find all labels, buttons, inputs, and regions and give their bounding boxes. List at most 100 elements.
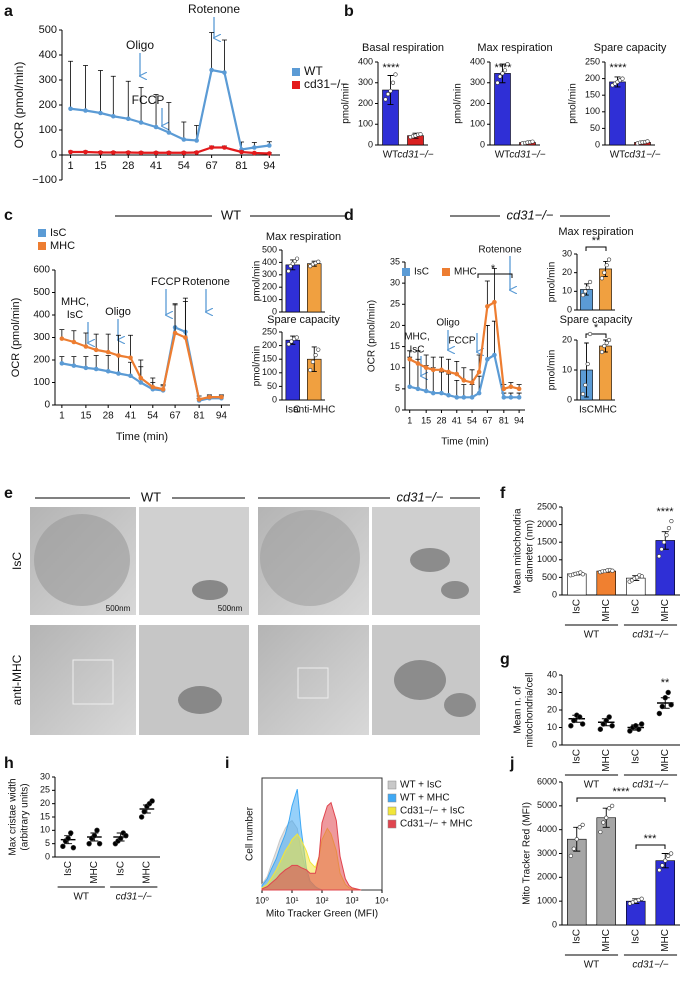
y-tick-label: 300 bbox=[262, 269, 277, 279]
legend-swatch bbox=[387, 780, 397, 790]
data-point bbox=[669, 851, 674, 856]
x-tick-label: 81 bbox=[235, 160, 247, 172]
group-label: cd31−/− bbox=[632, 960, 668, 971]
data-point bbox=[141, 808, 147, 815]
data-point bbox=[502, 68, 508, 73]
y-axis-label: OCR (pmol/min) bbox=[10, 298, 22, 377]
y-tick-label: 50 bbox=[590, 123, 600, 133]
panel-label: d bbox=[344, 207, 354, 224]
data-point bbox=[149, 798, 155, 804]
data-point bbox=[606, 337, 612, 343]
data-point bbox=[660, 863, 665, 868]
data-point bbox=[587, 279, 593, 285]
error-bar bbox=[138, 87, 144, 123]
bar bbox=[599, 345, 612, 401]
error-bar bbox=[181, 121, 187, 140]
error-bar bbox=[115, 334, 121, 356]
y-tick-label: 100 bbox=[39, 124, 57, 136]
data-point bbox=[580, 822, 585, 828]
y-tick-label: 10 bbox=[390, 362, 400, 372]
data-point bbox=[93, 366, 99, 372]
y-tick-label: 5000 bbox=[537, 800, 557, 810]
y-axis-label: OCR (pmol/min) bbox=[12, 62, 26, 149]
data-point bbox=[666, 526, 672, 531]
legend-label: WT + MHC bbox=[400, 793, 450, 804]
data-point bbox=[267, 151, 272, 156]
y-tick-label: 4000 bbox=[537, 824, 557, 834]
data-point bbox=[599, 349, 605, 355]
y-tick-label: 300 bbox=[39, 74, 57, 86]
data-point bbox=[172, 330, 178, 336]
x-tick-label: IsC bbox=[115, 861, 126, 876]
x-tick-label: IsC bbox=[571, 749, 582, 764]
data-point bbox=[461, 378, 467, 383]
y-tick-label: 600 bbox=[33, 265, 50, 276]
x-tick-label: IsC bbox=[63, 861, 74, 876]
data-point bbox=[138, 380, 144, 385]
x-tick-label: cd31−/− bbox=[509, 150, 545, 161]
y-tick-label: 20 bbox=[562, 334, 572, 344]
data-point bbox=[602, 343, 607, 349]
y-tick-label: 300 bbox=[33, 332, 50, 343]
data-point bbox=[508, 384, 514, 390]
x-tick-label: 15 bbox=[80, 411, 92, 422]
data-point bbox=[668, 702, 674, 708]
data-point bbox=[71, 339, 77, 345]
y-tick-label: 40 bbox=[547, 669, 557, 679]
significance: ** bbox=[661, 677, 670, 689]
data-point bbox=[663, 858, 668, 863]
significance: **** bbox=[656, 506, 674, 518]
error-bar bbox=[166, 102, 172, 133]
error-bar bbox=[97, 70, 103, 113]
y-tick-label: 25 bbox=[390, 299, 400, 309]
data-point bbox=[407, 384, 413, 390]
legend-label: MHC bbox=[50, 240, 75, 252]
error-bar bbox=[446, 373, 452, 396]
error-bar bbox=[110, 75, 116, 117]
x-tick-label: WT bbox=[383, 150, 399, 161]
data-point bbox=[577, 825, 582, 830]
x-tick-label: MHC bbox=[660, 749, 671, 772]
data-point bbox=[454, 395, 460, 400]
error-bar bbox=[125, 80, 131, 119]
data-point bbox=[602, 270, 607, 275]
y-tick-label: 500 bbox=[542, 572, 557, 582]
bar bbox=[285, 339, 300, 401]
x-tick-label: MHC bbox=[594, 405, 617, 416]
y-tick-label: 30 bbox=[547, 687, 557, 697]
annotation: IsC bbox=[67, 309, 84, 321]
y-tick-label: 0 bbox=[552, 739, 557, 749]
chart-title: Max respiration bbox=[266, 231, 341, 243]
data-point bbox=[415, 386, 421, 392]
data-point bbox=[664, 533, 669, 538]
y-tick-label: 250 bbox=[262, 326, 277, 336]
legend-swatch bbox=[38, 242, 46, 250]
data-point bbox=[604, 815, 609, 820]
data-point bbox=[598, 829, 603, 835]
data-point bbox=[385, 92, 391, 97]
data-point bbox=[492, 299, 497, 305]
data-point bbox=[128, 355, 133, 361]
data-point bbox=[415, 361, 421, 366]
y-tick-label: 0 bbox=[552, 919, 557, 929]
data-point bbox=[635, 726, 642, 732]
group-label: WT bbox=[584, 630, 600, 641]
y-tick-label: 20 bbox=[562, 267, 572, 277]
legend-label: Cd31−/− + MHC bbox=[400, 819, 473, 830]
y-tick-label: −100 bbox=[32, 174, 57, 186]
y-tick-label: 20 bbox=[390, 320, 400, 330]
data-point bbox=[222, 70, 227, 75]
data-point bbox=[530, 139, 535, 144]
y-axis-label: mitochondria/cell bbox=[525, 672, 536, 747]
data-point bbox=[587, 331, 593, 337]
y-tick-label: 400 bbox=[262, 257, 277, 267]
data-point bbox=[516, 386, 522, 392]
data-point bbox=[610, 568, 615, 573]
data-point bbox=[476, 369, 482, 375]
legend-label: cd31−/− bbox=[304, 77, 347, 91]
y-tick-label: 2000 bbox=[537, 872, 557, 882]
x-tick-label: 67 bbox=[482, 415, 492, 425]
group-label: WT bbox=[584, 960, 600, 971]
error-bar bbox=[454, 380, 460, 398]
y-tick-label: 0 bbox=[567, 304, 572, 314]
